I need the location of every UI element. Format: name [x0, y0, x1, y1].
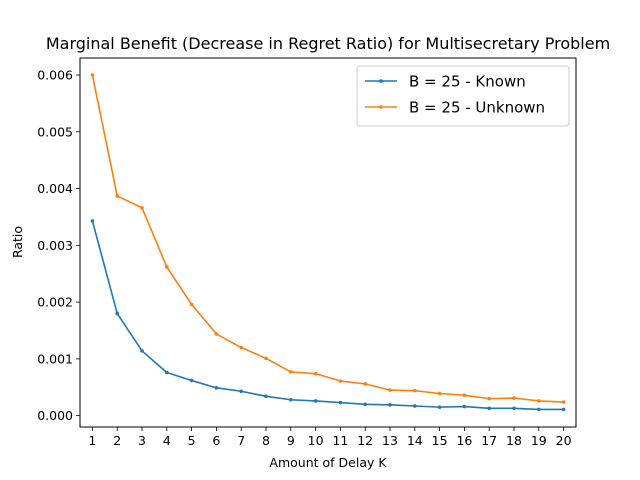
data-point — [313, 371, 318, 376]
data-point — [388, 388, 392, 392]
data-point — [140, 349, 144, 353]
y-tick-label: 0.003 — [37, 238, 73, 253]
data-point — [512, 396, 516, 400]
y-tick-label: 0.001 — [37, 351, 73, 366]
data-point — [165, 265, 169, 269]
data-point — [165, 370, 169, 375]
x-tick-label: 18 — [506, 433, 522, 448]
x-tick-label: 1 — [88, 433, 96, 448]
y-axis-label: Ratio — [10, 226, 25, 258]
data-point — [313, 399, 318, 403]
data-point — [289, 370, 293, 374]
legend: B = 25 - Known B = 25 - Unknown — [356, 65, 570, 127]
data-point — [487, 406, 492, 411]
x-tick-label: 19 — [531, 433, 547, 448]
x-tick-label: 12 — [357, 433, 373, 448]
y-tick-label: 0.004 — [37, 181, 73, 196]
y-tick-label: 0.000 — [37, 408, 73, 423]
legend-swatch-marker — [379, 79, 383, 83]
x-tick-label: 2 — [113, 433, 121, 448]
data-point — [388, 403, 392, 407]
legend-label: B = 25 - Known — [409, 73, 526, 91]
data-point — [239, 345, 243, 350]
x-tick-label: 17 — [481, 433, 497, 448]
data-point — [338, 400, 343, 405]
data-point — [140, 206, 144, 210]
x-axis-label: Amount of Delay K — [269, 455, 387, 470]
data-point — [214, 332, 219, 336]
x-tick-label: 13 — [382, 433, 398, 448]
series-line-2 — [91, 74, 564, 403]
axes-frame — [79, 57, 577, 428]
y-tick-label: 0.006 — [37, 68, 73, 83]
data-point — [413, 404, 417, 408]
data-point — [239, 389, 243, 394]
x-tick-label: 9 — [287, 433, 295, 448]
data-point — [561, 400, 566, 404]
x-tick-label: 20 — [556, 433, 572, 448]
x-tick-label: 7 — [237, 433, 245, 448]
legend-swatch-marker — [379, 105, 383, 109]
data-point — [363, 402, 368, 407]
x-tick-label: 3 — [138, 433, 146, 448]
data-point — [413, 388, 417, 393]
data-point — [363, 382, 368, 386]
x-tick-label: 10 — [308, 433, 324, 448]
data-point — [115, 194, 119, 198]
data-point — [537, 399, 541, 403]
data-point — [90, 219, 95, 223]
plot-area — [90, 73, 566, 412]
y-tick-label: 0.005 — [37, 124, 73, 139]
data-point — [487, 396, 492, 401]
x-tick-label: 6 — [212, 433, 220, 448]
data-point — [214, 386, 219, 390]
x-tick-label: 11 — [332, 433, 348, 448]
data-point — [264, 394, 268, 399]
data-point — [90, 73, 95, 77]
data-point — [338, 379, 343, 383]
axis-ticks: 1 2 3 4 5 6 7 8 9 10 11 12 13 14 15 16 17 18 19 200.0000.00… — [37, 68, 571, 448]
data-point — [437, 391, 442, 396]
legend-box — [356, 65, 570, 127]
data-point — [462, 404, 467, 409]
x-tick-label: 15 — [432, 433, 448, 448]
data-point — [437, 405, 442, 409]
data-point — [561, 407, 566, 412]
data-point — [512, 406, 516, 411]
series-line-1 — [91, 220, 564, 411]
data-point — [264, 356, 268, 361]
data-point — [189, 378, 194, 383]
x-tick-label: 5 — [188, 433, 196, 448]
data-point — [462, 393, 467, 398]
chart-title: Marginal Benefit (Decrease in Regret Rat… — [46, 34, 610, 53]
data-point — [537, 407, 541, 412]
legend-label: B = 25 - Unknown — [409, 99, 545, 117]
data-point — [189, 302, 194, 307]
x-tick-label: 8 — [262, 433, 270, 448]
y-tick-label: 0.002 — [37, 295, 73, 310]
data-point — [115, 311, 119, 316]
x-tick-label: 4 — [163, 433, 171, 448]
x-tick-label: 14 — [407, 433, 423, 448]
data-point — [289, 397, 293, 402]
x-tick-label: 16 — [456, 433, 472, 448]
